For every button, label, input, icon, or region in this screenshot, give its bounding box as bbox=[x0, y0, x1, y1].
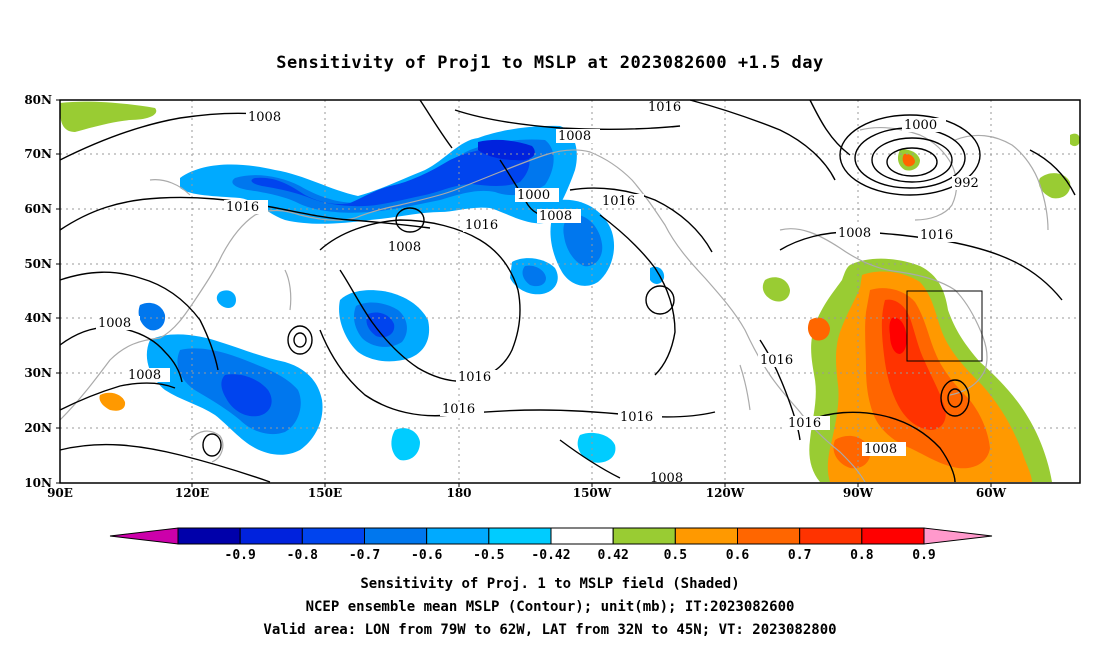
colorbar-bin bbox=[861, 527, 925, 545]
figure-title: Sensitivity of Proj1 to MSLP at 20230826… bbox=[276, 53, 823, 73]
contour-labels: 1008 1016 1016 1008 1016 1008 1000 1008 … bbox=[96, 100, 986, 486]
x-tick-label: 90E bbox=[47, 486, 73, 500]
contour-label: 1016 bbox=[920, 228, 953, 243]
y-tick-label: 50N bbox=[24, 257, 52, 271]
map-panel: 1008 1016 1016 1008 1016 1008 1000 1008 … bbox=[59, 99, 1081, 486]
contour-label: 1008 bbox=[248, 110, 281, 125]
colorbar-bin bbox=[426, 527, 490, 545]
colorbar-tick-label: -0.9 bbox=[225, 548, 256, 563]
colorbar-bin bbox=[488, 527, 552, 545]
colorbar-bin bbox=[612, 527, 676, 545]
colorbar-tick-label: 0.42 bbox=[598, 548, 629, 563]
map-frame bbox=[59, 99, 1081, 484]
colorbar-tick-label: -0.8 bbox=[287, 548, 318, 563]
x-axis: 90E 120E 150E 180 150W 120W 90W 60W bbox=[47, 483, 1007, 500]
contour-label: 1016 bbox=[442, 402, 475, 417]
colorbar-bin bbox=[799, 527, 863, 545]
contour-label: 1016 bbox=[788, 416, 821, 431]
colorbar-tick-label: -0.6 bbox=[411, 548, 442, 563]
y-tick-label: 60N bbox=[24, 202, 52, 216]
y-tick-label: 70N bbox=[24, 147, 52, 161]
colorbar-bin bbox=[301, 527, 366, 545]
colorbar-bin bbox=[550, 527, 614, 545]
colorbar-tick-label: -0.7 bbox=[349, 548, 380, 563]
colorbar-tick-label: 0.8 bbox=[850, 548, 874, 563]
x-tick-label: 180 bbox=[446, 486, 471, 500]
colorbar-tick-label: -0.5 bbox=[473, 548, 504, 563]
colorbar: -0.9 -0.8 -0.7 -0.6 -0.5 -0.42 0.42 0.5 0.6 0.7 0.… bbox=[109, 527, 993, 563]
colorbar-tick-label: 0.6 bbox=[726, 548, 750, 563]
y-tick-label: 80N bbox=[24, 93, 52, 107]
y-tick-label: 40N bbox=[24, 311, 52, 325]
y-tick-label: 10N bbox=[24, 476, 52, 490]
x-tick-label: 120W bbox=[706, 486, 745, 500]
x-tick-label: 120E bbox=[175, 486, 209, 500]
x-tick-label: 150W bbox=[573, 486, 612, 500]
caption-line-3: Valid area: LON from 79W to 62W, LAT fro… bbox=[263, 622, 836, 638]
contour-label: 1008 bbox=[864, 442, 897, 457]
x-tick-label: 150E bbox=[308, 486, 342, 500]
contour-label: 1008 bbox=[128, 368, 161, 383]
colorbar-bin bbox=[674, 527, 738, 545]
contour-label: 1008 bbox=[388, 240, 421, 255]
colorbar-tick-label: 0.7 bbox=[788, 548, 811, 563]
contour-label: 1016 bbox=[465, 218, 498, 233]
colorbar-bin bbox=[239, 527, 303, 545]
colorbar-upper-extend bbox=[923, 527, 993, 545]
contour-label: 1016 bbox=[648, 100, 681, 115]
x-tick-label: 90W bbox=[843, 486, 874, 500]
colorbar-tick-label: 0.5 bbox=[664, 548, 687, 563]
contour-label: 1016 bbox=[620, 410, 653, 425]
colorbar-bin bbox=[737, 527, 801, 545]
colorbar-bin bbox=[364, 527, 428, 545]
colorbar-tick-label: -0.42 bbox=[531, 548, 570, 563]
colorbar-bin bbox=[177, 527, 241, 545]
y-tick-label: 30N bbox=[24, 366, 52, 380]
contour-label: 1008 bbox=[558, 129, 591, 144]
positive-sensitivity-shading bbox=[60, 101, 1080, 482]
colorbar-lower-extend bbox=[109, 527, 179, 545]
contour-label: 1008 bbox=[539, 209, 572, 224]
contour-label: 1008 bbox=[98, 316, 131, 331]
contour-label: 1016 bbox=[226, 200, 259, 215]
contour-label: 1008 bbox=[838, 226, 871, 241]
caption-line-1: Sensitivity of Proj. 1 to MSLP field (Sh… bbox=[360, 576, 739, 592]
contour-label: 1016 bbox=[458, 370, 491, 385]
valid-area-box bbox=[906, 290, 983, 362]
y-tick-label: 20N bbox=[24, 421, 52, 435]
contour-label: 1016 bbox=[602, 194, 635, 209]
colorbar-tick-label: 0.9 bbox=[912, 548, 935, 563]
contour-label: 1000 bbox=[517, 188, 550, 203]
caption-line-2: NCEP ensemble mean MSLP (Contour); unit(… bbox=[306, 599, 795, 615]
contour-label: 1016 bbox=[760, 353, 793, 368]
negative-sensitivity-shading bbox=[138, 125, 665, 463]
y-axis: 10N 20N 30N 40N 50N 60N 70N 80N bbox=[24, 93, 60, 490]
contour-label: 1000 bbox=[904, 118, 937, 133]
x-tick-label: 60W bbox=[976, 486, 1007, 500]
contour-label: 992 bbox=[954, 176, 979, 191]
